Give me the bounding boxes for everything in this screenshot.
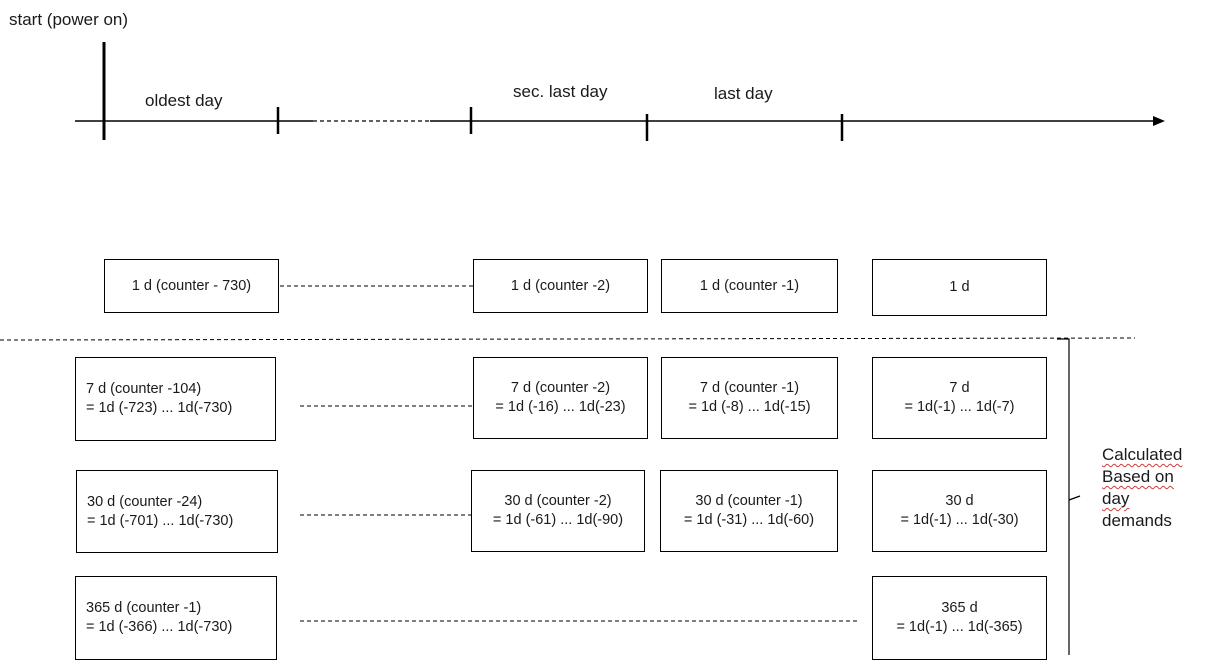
year-box-formula: = 1d(-1) ... 1d(-365) [896, 619, 1023, 635]
day-box-text: 1 d [949, 279, 970, 295]
week-box-formula: = 1d (-8) ... 1d(-15) [688, 399, 811, 415]
segment-label-last-day: last day [714, 84, 773, 103]
bracket-pointer [1068, 495, 1081, 501]
section-separator [0, 337, 1136, 341]
segment-label-sec-last-day: sec. last day [513, 82, 608, 101]
week-box-title: 7 d (counter -1) [699, 380, 800, 396]
month-box-title: 30 d [945, 493, 974, 509]
segment-label-oldest-day: oldest day [145, 91, 223, 110]
month-box-formula: = 1d (-61) ... 1d(-90) [492, 512, 624, 528]
month-box-formula: = 1d(-1) ... 1d(-30) [900, 512, 1019, 528]
year-box-current: 365 d = 1d(-1) ... 1d(-365) [872, 576, 1047, 660]
timeline-arrowhead [1153, 116, 1165, 126]
month-box-title: 30 d (counter -1) [695, 493, 803, 509]
day-box-current: 1 d [872, 259, 1047, 316]
week-box-last: 7 d (counter -1) = 1d (-8) ... 1d(-15) [661, 357, 838, 439]
week-box-title: 7 d (counter -104) [86, 381, 202, 397]
month-box-sec-last: 30 d (counter -2) = 1d (-61) ... 1d(-90) [471, 470, 645, 552]
day-box-text: 1 d (counter -2) [510, 277, 611, 294]
month-box-title: 30 d (counter -2) [504, 493, 612, 509]
month-box-last: 30 d (counter -1) = 1d (-31) ... 1d(-60) [660, 470, 838, 552]
month-box-formula: = 1d (-31) ... 1d(-60) [683, 512, 815, 528]
day-box-text: 1 d (counter -1) [699, 277, 800, 294]
week-box-formula: = 1d (-723) ... 1d(-730) [86, 400, 233, 416]
day-box-sec-last: 1 d (counter -2) [473, 259, 648, 313]
side-note-line: day [1102, 489, 1130, 508]
day-box-oldest: 1 d (counter - 730) [104, 259, 279, 313]
week-box-oldest: 7 d (counter -104) = 1d (-723) ... 1d(-7… [75, 357, 276, 441]
year-box-oldest: 365 d (counter -1) = 1d (-366) ... 1d(-7… [75, 576, 277, 660]
start-label: start (power on) [9, 10, 129, 29]
week-box-formula: = 1d (-16) ... 1d(-23) [495, 399, 626, 415]
side-note-line: Calculated [1102, 445, 1183, 464]
side-note-line: demands [1102, 511, 1172, 530]
week-box-current: 7 d = 1d(-1) ... 1d(-7) [872, 357, 1047, 439]
week-box-sec-last: 7 d (counter -2) = 1d (-16) ... 1d(-23) [473, 357, 648, 439]
side-note: Calculated Based on day demands [1102, 444, 1182, 532]
side-note-line: Based on [1102, 467, 1174, 486]
year-box-formula: = 1d (-366) ... 1d(-730) [86, 619, 233, 635]
year-box-title: 365 d [941, 600, 978, 616]
month-box-current: 30 d = 1d(-1) ... 1d(-30) [872, 470, 1047, 552]
calculated-bracket [1057, 338, 1070, 655]
month-box-formula: = 1d (-701) ... 1d(-730) [87, 512, 234, 529]
week-box-formula: = 1d(-1) ... 1d(-7) [904, 399, 1015, 415]
week-box-title: 7 d (counter -2) [510, 380, 611, 396]
day-box-text: 1 d (counter - 730) [131, 277, 252, 294]
day-box-last: 1 d (counter -1) [661, 259, 838, 313]
month-box-oldest: 30 d (counter -24) = 1d (-701) ... 1d(-7… [76, 470, 278, 553]
month-box-title: 30 d (counter -24) [87, 493, 203, 510]
year-box-title: 365 d (counter -1) [86, 600, 202, 616]
week-box-title: 7 d [949, 380, 970, 396]
